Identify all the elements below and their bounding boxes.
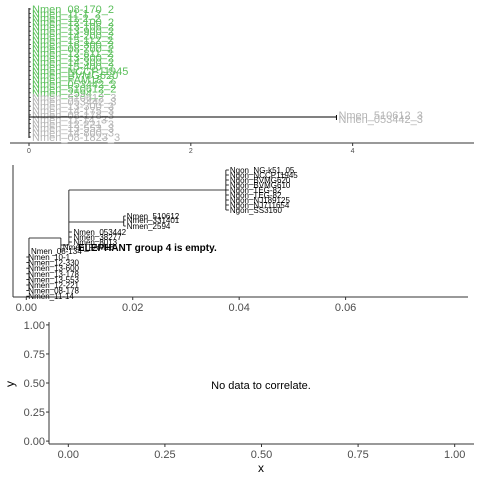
panel2-mid-tip-label: Nmen_053442 [74,228,127,237]
panel2-x-tick-label: 0.04 [228,302,249,314]
panel1-x-tick-label: 0 [27,148,31,155]
panel1-tip-label: Nmen_BVMG620 [32,70,118,82]
panel2-low-tip-label: Nmen_10-1 [28,253,70,262]
panel1-tip-label: Nmen_11-1_2 [32,8,101,20]
panel1-outlier-label: Nmen_510612_3 [338,110,422,122]
panel2-mid-tip-label: Nmen_8013 [74,238,118,247]
panel2-mid-tip-label: Nmen_2594 [127,222,171,231]
panel3-x-tick-label: 0.00 [58,449,79,461]
panel1-tip-label: Nmen_13-300_3 [32,101,114,113]
panel2-x-ticks: 0.00 0.02 0.04 0.06 [16,297,356,314]
panel1-tip-label: Nmen_13-553_3 [32,123,114,135]
panel3-message: No data to correlate. [211,380,311,392]
panel2-low-tip-label: Nmen_13-178 [28,270,79,279]
panel1-tip-label: Nmen_12-100_2 [32,17,114,29]
panel1-tip-label: Nmen_14-200_2 [32,30,114,42]
panel1-tip-label: Nmen_053442_2 [32,79,116,91]
panel1-tip-label: Nmen_510612_2 [32,83,116,95]
panel2-gono-tip-label: Ngon_NCCP11945 [230,171,298,180]
panel2-low-tip-label: Nmen_11-14 [28,292,74,301]
panel3-x-axis-label: x [258,461,264,475]
panel2-message: ELEPHANT group 4 is empty. [78,243,217,254]
panel1-tip-label: Nmen_053442_3 [32,97,116,109]
panel1-tip-label: Nmen_14-800_3 [32,128,114,140]
panel3-x-tick-label: 0.50 [251,449,272,461]
panel3-y-tick-label: 1.00 [24,320,45,332]
panel1-tip-label: Nmen_13-106_2 [32,22,114,34]
panel1-tip-label: Nmen_11-2_2 [32,13,101,25]
panel2-gono-tip-label: Ngon_BVMG610 [230,181,291,190]
panel1-tip-label: Nmen_08-700_2 [32,44,114,56]
panel2-x-tick-label: 0.06 [335,302,356,314]
panel2-x-tick-label: 0.02 [122,302,143,314]
panel2-x-tick-label: 0.00 [16,302,37,314]
panel2-mid-tip-label: Nmen_331401 [127,216,180,225]
panel1-tip-label: Nmen_08-170_2 [32,4,114,16]
panel2-low-tip-label: Nmen_13-600 [28,264,79,273]
panel2-gono-tip-label: Ngon_SS3160 [230,206,283,215]
panel2-gono-tip-label: Ngon_TEG-82 [230,186,282,195]
panel1-tip-label: Nmen_2594_2 [32,88,104,100]
panel3-x-tick-label: 0.25 [154,449,175,461]
panel1-tip-label: Nmen_08-1823_3 [32,132,120,144]
panel1-tip-label: Nmen_510612_3 [32,92,116,104]
panel1-tree: Nmen_08-170_2Nmen_11-1_2Nmen_11-2_2Nmen_… [28,4,423,144]
panel1-tip-label: Nmen_14-300_2 [32,57,114,69]
panel2-low-tip-label: Nmen_12-330 [28,259,79,268]
panel1-tip-label: Nmen_13-800_2 [32,53,114,65]
panel3-y-tick-label: 0.75 [24,349,45,361]
panel1-tip-label: Nmen_12-221_3 [32,119,114,131]
panel2-mid-tip-label: Nmen_38277 [74,233,123,242]
panel1-tip-label: Nmen_16-300_2 [32,39,114,51]
panel2-gono-tip-label: Ngon_NJ189125 [230,196,291,205]
panel1-tip-label: Nmen_15-112_2 [32,35,113,47]
panel2-gono-tip-label: Ngon_NJ711654 [230,201,290,210]
panel1-tip-label: Nmen_15-400_2 [32,61,114,73]
panel1-tip-label: Nmen_13-900_2 [32,26,114,38]
panel2-tree: Ngon_NG-k51_05Ngon_NCCP11945Ngon_BVMG620… [26,166,298,301]
panel1-tip-label: Nmen_FAM18_2 [32,75,115,87]
panel2-mid-tip-label: Nmen_08-134 [31,247,82,256]
panel2-low-tip-label: Nmen_08-178 [28,287,79,296]
panel3-y-tick-label: 0.00 [24,436,45,448]
panel3-y-tick-label: 0.50 [24,378,45,390]
panel3-x-tick-label: 1.00 [444,449,465,461]
panel1-x-tick-label: 2 [189,148,193,155]
panel1-tip-label: Nmen_12-811_2 [32,48,113,60]
panel1-x-ticks: 0 2 4 [27,143,355,155]
panel1-outlier-label: Nmen_053442_3 [338,114,422,126]
panel2-mid-tip-label: Nmen_510612 [127,212,180,221]
panel2-mid-tip-label: Nmen_FAM18 [63,243,115,252]
panel2-gono-tip-label: Ngon_BVMG620 [230,176,291,185]
panel2-gono-tip-label: Ngon_NG-k51_05 [230,166,295,175]
panel-bottom-scatter: 0.00 0.25 0.50 0.75 1.00 0.00 0.25 0.50 0.75 1.00… [3,320,474,475]
panel2-low-tip-label: Nmen_12-221 [28,281,79,290]
panel-middle-tree: 0.00 0.02 0.04 0.06 Ngon_NG-k51_05Ngon_NCCP… [12,165,468,314]
panel1-tip-label: Nmen_08-178_3 [32,110,114,122]
panel1-tip-label: Nmen_NCCP11945 [32,66,128,78]
panel1-x-tick-label: 4 [351,148,355,155]
panel3-x-tick-label: 0.75 [347,449,368,461]
panel1-tip-label: Nmen_14-175_3 [32,106,114,118]
panel2-gono-tip-label: Ngon_TEG-82 [230,191,282,200]
panel3-ticks: 0.00 0.25 0.50 0.75 1.00 0.00 0.25 0.50 0.75 1.00 [24,320,466,461]
panel3-y-tick-label: 0.25 [24,407,45,419]
panel3-y-axis-label: y [3,381,17,387]
panel2-low-tip-label: Nmen_13-553 [28,275,79,284]
